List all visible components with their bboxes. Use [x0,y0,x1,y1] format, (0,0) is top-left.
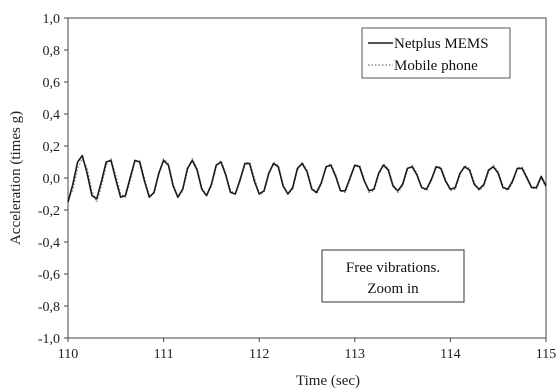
y-tick-label: 0,8 [43,44,61,59]
annotation-line-1: Free vibrations. [346,260,440,276]
y-tick-label: 0,6 [43,76,61,91]
y-tick-labels: -1,0 -0,8 -0,6 -0,4 -0,2 0,0 0,2 0,4 0,6 0,8 1,0 [38,12,60,347]
x-tick-label: 114 [440,347,460,362]
y-tick-label: -0,2 [38,204,60,219]
annotation-frame [321,249,465,303]
y-tick-label: 0,0 [43,172,61,187]
x-axis-title: Time (sec) [296,373,360,389]
legend-label-mobile-phone: Mobile phone [394,58,478,74]
y-axis-title: Acceleration (times g) [8,111,24,245]
y-tick-label: -0,6 [38,268,60,283]
x-tick-label: 112 [249,347,269,362]
series-line-netplus-mems [67,154,547,203]
series-layer [67,154,547,203]
x-tick-label: 113 [345,347,365,362]
y-tick-label: 0,4 [43,108,61,123]
x-tick-label: 115 [536,347,556,362]
x-tick-label: 110 [58,347,78,362]
y-tick-label: -1,0 [38,332,60,347]
series-line-mobile-phone [67,158,547,203]
y-tick-label: -0,8 [38,300,60,315]
plot-frame [64,17,547,342]
x-tick-labels: 110 111 112 113 114 115 [58,347,556,362]
y-tick-label: 1,0 [43,12,61,27]
annotation-line-2: Zoom in [367,281,419,297]
legend-label-netplus-mems: Netplus MEMS [394,36,489,52]
legend-box [361,27,511,79]
y-tick-label: 0,2 [43,140,61,155]
legend: Netplus MEMS Mobile phone [361,27,511,79]
annotation-box: Free vibrations. Zoom in [321,249,465,303]
x-tick-label: 111 [154,347,174,362]
y-tick-label: -0,4 [38,236,60,251]
